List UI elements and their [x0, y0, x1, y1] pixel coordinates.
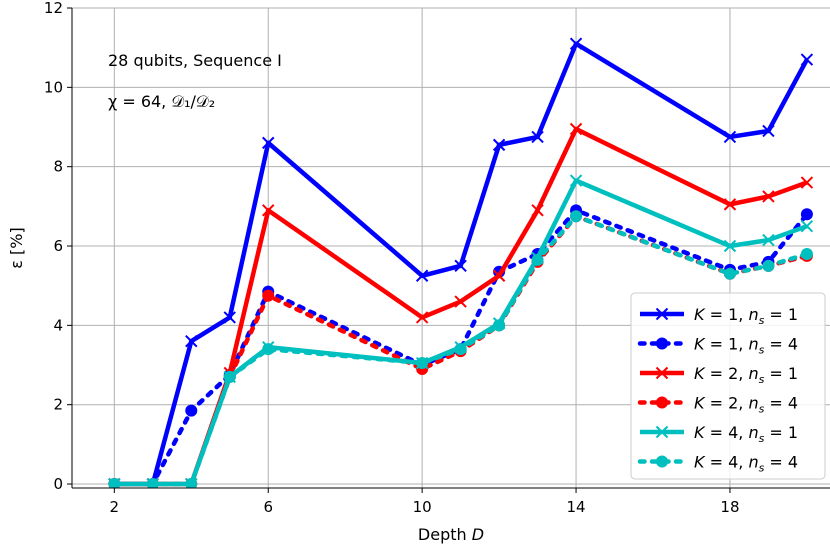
series-0-point-8: [531, 130, 544, 144]
series-4-point-9: [569, 174, 583, 187]
x-tick-label-3: 14: [567, 498, 586, 516]
y-tick-label-0: 0: [53, 475, 63, 493]
series-5-point-10: [723, 267, 736, 280]
x-tick-label-0: 2: [110, 498, 120, 516]
ticks: 2 6 10 14 18 0 2 4 6 8 10 12: [44, 0, 740, 516]
series-layer: [108, 37, 814, 488]
legend-entry-4: K = 4, ns = 1: [640, 423, 798, 445]
series-5-point-0: [108, 478, 121, 488]
series-0-point-6: [454, 259, 467, 273]
series-0-point-10: [723, 130, 737, 144]
series-1-point-2: [185, 404, 198, 417]
series-5-point-9: [570, 210, 583, 223]
series-3-point-4: [262, 289, 275, 302]
series-2-point-12: [800, 176, 814, 189]
legend-entry-5: K = 4, ns = 4: [637, 453, 798, 475]
series-0-point-12: [800, 53, 814, 66]
y-tick-label-4: 8: [53, 158, 63, 176]
legend-label-2: K = 2, ns = 1: [694, 364, 798, 386]
series-0-point-3: [223, 311, 236, 324]
series-5-point-12: [800, 247, 813, 260]
series-2-point-6: [454, 295, 467, 308]
x-tick-label-2: 10: [413, 498, 432, 516]
series-2-point-11: [762, 190, 775, 203]
y-tick-label-5: 10: [44, 78, 63, 96]
legend-entry-3: K = 2, ns = 4: [637, 394, 798, 416]
series-5-point-8: [531, 253, 544, 266]
series-5-point-1: [146, 478, 159, 488]
series-2-point-5: [415, 311, 429, 324]
legend: K = 1, ns = 1 K = 1, ns = 4 K = 2, ns = 1 K…: [630, 292, 826, 480]
legend-marker-4: [655, 425, 669, 439]
series-5-point-6: [454, 343, 467, 356]
series-2-point-4: [262, 204, 275, 217]
x-tick-label-1: 6: [263, 498, 273, 516]
y-tick-label-3: 6: [53, 237, 63, 255]
y-tick-label-6: 12: [44, 0, 63, 17]
series-5-point-3: [223, 370, 236, 383]
series-5-point-11: [762, 259, 775, 272]
legend-label-4: K = 4, ns = 1: [694, 423, 798, 445]
legend-label-0: K = 1, ns = 1: [694, 305, 798, 327]
series-5-point-5: [416, 357, 429, 370]
legend-label-3: K = 2, ns = 4: [694, 394, 798, 416]
series-0-point-9: [569, 37, 583, 50]
series-5-point-2: [185, 478, 198, 488]
series-4-point-11: [762, 233, 775, 247]
y-tick-label-2: 4: [53, 316, 63, 334]
legend-marker-5: [656, 455, 668, 468]
legend-marker-2: [655, 366, 669, 380]
series-0-point-7: [492, 138, 506, 152]
y-tick-label-1: 2: [53, 396, 63, 414]
series-5-point-7: [493, 319, 506, 332]
legend-marker-0: [655, 307, 669, 321]
annotation-title: 28 qubits, Sequence I: [108, 51, 282, 70]
x-axis-label: Depth D: [418, 525, 484, 544]
annotation-params: χ = 64, 𝒟₁/𝒟₂: [108, 92, 215, 111]
legend-marker-3: [656, 396, 668, 409]
series-4-point-12: [800, 219, 814, 233]
series-2-point-7: [492, 269, 506, 282]
series-2-point-8: [531, 204, 544, 217]
legend-marker-1: [656, 337, 668, 350]
legend-label-5: K = 4, ns = 4: [694, 453, 798, 475]
series-0-point-2: [185, 335, 198, 348]
series-1-point-12: [800, 208, 813, 221]
series-5: [108, 210, 813, 488]
axes: [71, 8, 830, 489]
legend-label-1: K = 1, ns = 4: [694, 335, 798, 357]
legend-entry-2: K = 2, ns = 1: [640, 364, 798, 386]
series-0-point-11: [762, 124, 775, 138]
series-4-point-10: [723, 239, 737, 253]
legend-entry-0: K = 1, ns = 1: [640, 305, 798, 327]
x-tick-label-4: 18: [720, 498, 739, 516]
y-axis-label: ε [%]: [7, 227, 26, 268]
series-2-point-10: [723, 198, 737, 211]
series-0-point-4: [262, 136, 275, 150]
series-0-point-5: [415, 269, 429, 282]
legend-entry-1: K = 1, ns = 4: [637, 335, 798, 357]
series-5-point-4: [262, 343, 275, 356]
series-2-point-9: [569, 122, 583, 136]
